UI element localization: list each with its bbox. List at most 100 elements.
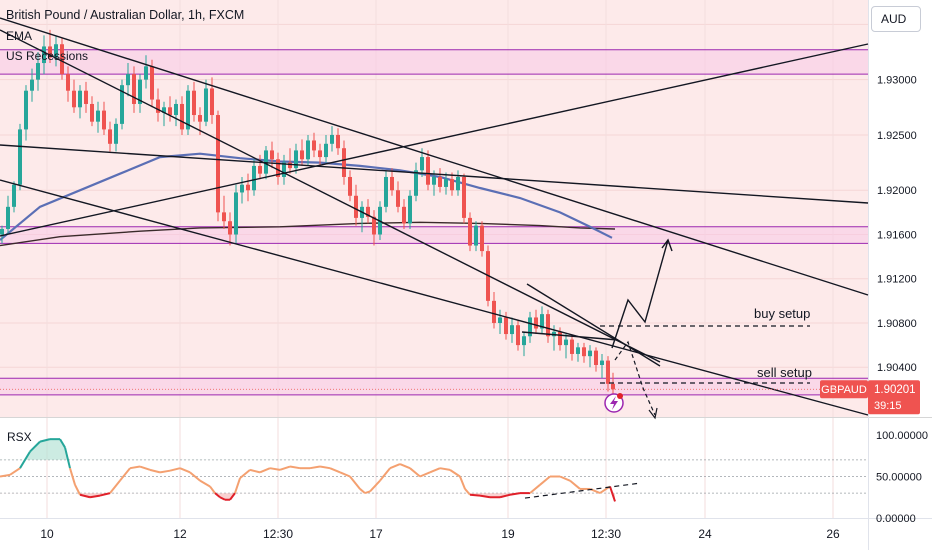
time-tick-label: 24 [698, 527, 712, 541]
price-badge-value: 1.90201 [874, 384, 916, 396]
candle-body [468, 217, 472, 246]
candle-body [78, 90, 82, 108]
candle [12, 181, 16, 213]
candle [78, 85, 82, 119]
candle-body [132, 74, 136, 104]
rsx-line-segment [129, 465, 141, 470]
indicator-recessions-label[interactable]: US Recessions [6, 49, 89, 63]
rsx-line-segment [389, 463, 401, 470]
candle-body [108, 129, 112, 144]
sell-setup-label: sell setup [757, 365, 812, 380]
candle-body [402, 206, 406, 224]
candle-body [36, 63, 40, 80]
candle-body [456, 176, 460, 191]
candle [180, 96, 184, 135]
candle-body [528, 317, 532, 337]
rsx-line-segment [149, 468, 161, 474]
ema-fast-line [0, 152, 613, 241]
candle-body [156, 99, 160, 113]
rsx-line-segment [159, 469, 171, 474]
rsx-line-segment [379, 467, 391, 482]
candle [174, 99, 178, 127]
rsx-line-segment [9, 467, 21, 476]
price-badge [868, 380, 920, 415]
candle-body [240, 184, 244, 193]
time-tick-label: 10 [40, 527, 54, 541]
rsx-line-segment [234, 477, 241, 494]
rsx-line-segment [429, 467, 441, 474]
price-tick-label: 1.92500 [877, 130, 917, 142]
rsx-line-segment [69, 467, 76, 486]
candle [108, 121, 112, 152]
candle-body [576, 347, 580, 354]
currency-button[interactable]: AUD [871, 6, 921, 32]
rsx-line-segment [529, 484, 541, 494]
rsx-line-segment [39, 438, 51, 443]
rsx-line-segment [259, 467, 271, 474]
candle-body [450, 179, 454, 191]
candle [294, 143, 298, 174]
candle-body [342, 148, 346, 177]
symbol-badge [820, 380, 868, 399]
price-tick-label: 1.90800 [877, 318, 917, 330]
candle-body [300, 150, 304, 160]
candle [582, 342, 586, 363]
indicator-ema-label[interactable]: EMA [6, 29, 33, 43]
candle [348, 170, 352, 202]
rsx-line-segment [559, 475, 571, 482]
candle [18, 123, 22, 191]
candle [564, 334, 568, 359]
price-scale-background [868, 0, 932, 550]
candle [534, 309, 538, 335]
candle-body [180, 103, 184, 130]
candle-body [162, 107, 166, 113]
bearish-arrow-head [648, 407, 658, 420]
candle-body [498, 317, 502, 323]
rsx-line-segment [99, 492, 111, 497]
price-badge-countdown: 39:15 [874, 400, 902, 412]
candle-body [480, 225, 484, 252]
price-tick-label: 1.92000 [877, 185, 917, 197]
rsx-line-segment [464, 488, 471, 496]
candle-body [330, 134, 334, 144]
rsx-line-segment [29, 440, 41, 453]
lightning-icon [610, 396, 618, 410]
wedge-upper-line [526, 283, 661, 367]
candle-body [420, 157, 424, 171]
rsx-line-segment [89, 494, 101, 499]
time-tick-label: 19 [501, 527, 515, 541]
zone-band [0, 226, 868, 244]
candle-body [444, 179, 448, 187]
candle [426, 150, 430, 191]
candle [414, 162, 418, 202]
candle [540, 306, 544, 335]
rsx-line-segment [539, 475, 551, 486]
rsx-line-segment [509, 492, 521, 496]
chart-title: British Pound / Australian Dollar, 1h, F… [6, 8, 245, 22]
rsx-line-segment [349, 475, 361, 490]
symbol-badge-text: GBPAUD [821, 384, 867, 396]
candle-body [600, 360, 604, 366]
rsx-line-segment [209, 485, 216, 494]
candle-body [390, 176, 394, 191]
candle-body [462, 176, 466, 218]
candle [120, 79, 124, 130]
candle-body [432, 176, 436, 185]
candle [156, 88, 160, 122]
wedge-lower-line [521, 331, 619, 341]
bearish-projection-path [614, 340, 656, 416]
candle-body [426, 157, 430, 185]
candle [324, 134, 328, 163]
candle [240, 176, 244, 204]
candle-body [186, 90, 190, 130]
candle [102, 101, 106, 135]
candle [402, 199, 406, 229]
candle-body [540, 314, 544, 329]
candle [594, 347, 598, 372]
time-tick-label: 12:30 [591, 527, 621, 541]
candle [342, 140, 346, 185]
candle [408, 190, 412, 229]
candle [252, 159, 256, 196]
trendline-falling-long [0, 144, 869, 204]
